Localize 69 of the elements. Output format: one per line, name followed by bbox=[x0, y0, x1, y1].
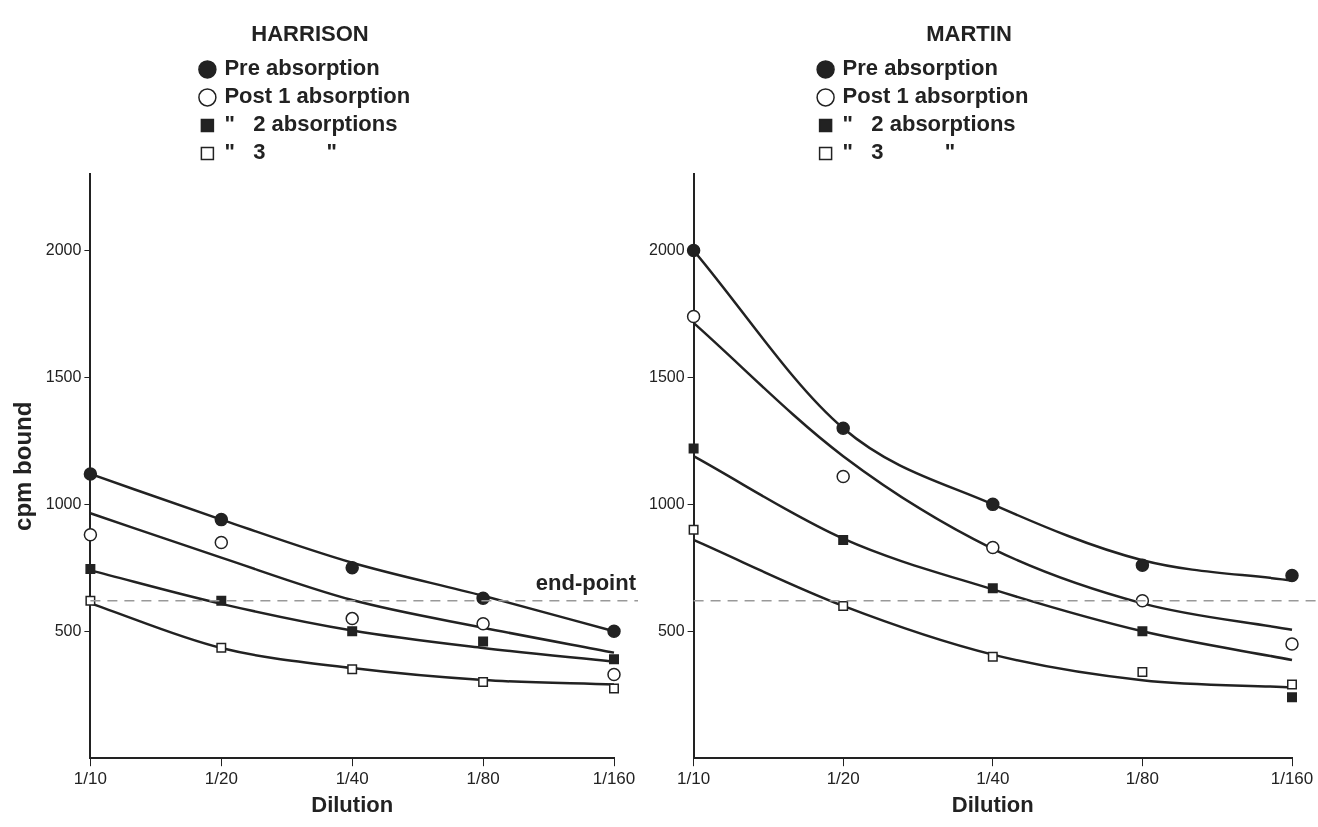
x-tick-label: 1/20 bbox=[204, 769, 238, 789]
point bbox=[836, 421, 850, 435]
y-tick-label: 2000 bbox=[45, 240, 82, 258]
point bbox=[986, 497, 1000, 512]
point bbox=[836, 469, 850, 484]
y-tick-label: 500 bbox=[54, 621, 82, 639]
point bbox=[345, 611, 359, 626]
chart-title: HARRISON bbox=[251, 21, 369, 47]
point bbox=[83, 467, 98, 481]
point bbox=[476, 616, 490, 631]
legend-label: " 2 absorptions bbox=[224, 111, 398, 137]
point bbox=[607, 667, 621, 682]
y-tick-label: 1000 bbox=[45, 494, 82, 512]
point bbox=[1135, 558, 1150, 573]
point bbox=[987, 583, 998, 594]
point bbox=[987, 651, 998, 662]
point bbox=[1285, 568, 1299, 583]
x-tick-label: 1/40 bbox=[335, 769, 369, 789]
x-tick-label: 1/20 bbox=[826, 769, 860, 789]
point bbox=[345, 561, 359, 575]
x-axis-title: Dilution bbox=[951, 791, 1034, 817]
point bbox=[1137, 666, 1148, 677]
point bbox=[986, 540, 1000, 555]
point bbox=[609, 683, 619, 694]
point bbox=[85, 564, 96, 575]
point bbox=[607, 624, 621, 639]
point bbox=[1137, 626, 1148, 637]
point bbox=[609, 654, 619, 665]
legend-label: Post 1 absorption bbox=[842, 83, 1029, 109]
legend-label: Pre absorption bbox=[224, 55, 380, 81]
y-tick-label: 2000 bbox=[649, 240, 685, 258]
x-tick-label: 1/80 bbox=[1125, 769, 1159, 789]
point bbox=[216, 595, 227, 606]
point bbox=[214, 512, 229, 527]
point bbox=[838, 600, 849, 611]
chart-title: MARTIN bbox=[926, 21, 1012, 47]
point bbox=[216, 642, 227, 653]
point bbox=[478, 677, 489, 688]
point bbox=[838, 534, 849, 545]
point bbox=[478, 636, 489, 647]
point bbox=[1287, 692, 1297, 703]
x-tick-label: 1/160 bbox=[592, 769, 636, 789]
point bbox=[686, 243, 701, 258]
ref-line-label: end-point bbox=[535, 569, 637, 595]
legend-label: " 3 " bbox=[224, 139, 337, 165]
y-tick-label: 1000 bbox=[649, 494, 685, 512]
point bbox=[688, 443, 699, 454]
legend-label: " 2 absorptions bbox=[842, 111, 1016, 137]
y-tick-label: 1500 bbox=[649, 367, 685, 385]
point bbox=[1285, 637, 1299, 651]
y-tick-label: 1500 bbox=[45, 367, 82, 385]
x-tick-label: 1/160 bbox=[1270, 769, 1314, 789]
point bbox=[1287, 679, 1297, 690]
point bbox=[214, 535, 229, 550]
y-tick-label: 500 bbox=[657, 621, 685, 639]
x-tick-label: 1/10 bbox=[677, 769, 711, 789]
point bbox=[347, 664, 358, 675]
legend-label: Post 1 absorption bbox=[224, 83, 411, 109]
legend-label: Pre absorption bbox=[842, 55, 998, 81]
y-axis-title: cpm bound bbox=[9, 401, 37, 531]
point bbox=[83, 528, 98, 542]
x-tick-label: 1/80 bbox=[466, 769, 500, 789]
x-axis-title: Dilution bbox=[311, 791, 394, 817]
point bbox=[347, 626, 358, 637]
point bbox=[686, 309, 701, 324]
point bbox=[688, 524, 699, 535]
x-tick-label: 1/40 bbox=[976, 769, 1010, 789]
x-tick-label: 1/10 bbox=[73, 769, 107, 789]
legend-label: " 3 " bbox=[842, 139, 956, 165]
